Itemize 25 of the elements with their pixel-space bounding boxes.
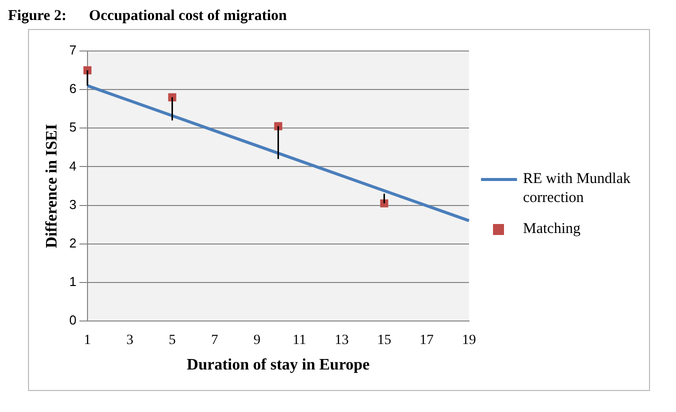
y-tick-label: 5 [69, 120, 76, 135]
x-tick-label: 3 [126, 333, 134, 348]
y-tick-label: 4 [69, 158, 76, 174]
point [168, 93, 176, 102]
y-tick-label: 1 [69, 274, 76, 290]
legend-label: Matching [523, 220, 580, 238]
y-axis-title: Difference in ISEI [44, 124, 61, 248]
legend-label: RE with Mundlak correction [523, 170, 632, 208]
y-tick-label: 3 [69, 196, 76, 212]
x-tick-label: 1 [84, 333, 91, 348]
x-tick-label: 11 [292, 333, 306, 348]
y-tick-label: 6 [69, 81, 76, 96]
x-tick-label: 15 [377, 333, 392, 348]
x-tick-label: 17 [420, 333, 434, 348]
y-tick-label: 2 [69, 235, 76, 250]
y-tick-label: 7 [69, 42, 76, 58]
x-tick-label: 7 [211, 333, 218, 348]
x-tick-label: 13 [334, 333, 349, 348]
chart-title: Figure 2: Occupational cost of migration [8, 8, 288, 25]
y-tick-label: 0 [69, 312, 76, 328]
x-axis-title: Duration of stay in Europe [186, 356, 370, 374]
point [83, 66, 92, 74]
x-tick-label: 19 [462, 333, 476, 348]
x-tick-label: 5 [168, 333, 176, 348]
x-tick-label: 9 [254, 333, 261, 348]
